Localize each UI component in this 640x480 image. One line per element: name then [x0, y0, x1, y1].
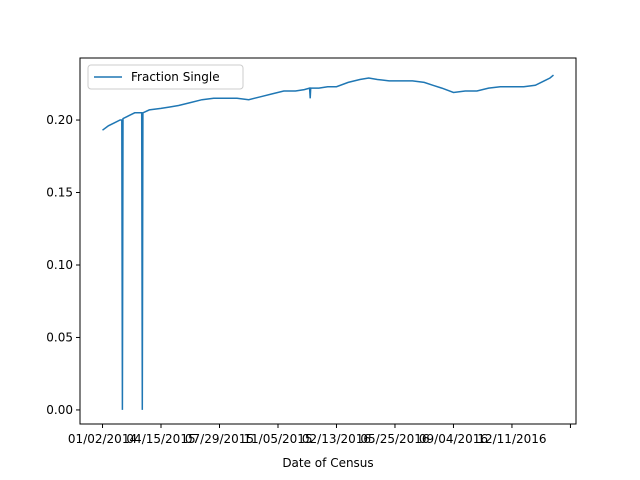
y-tick-label: 0.20 [46, 113, 73, 127]
x-tick-label: 07/29/2015 [185, 432, 254, 446]
y-tick-label: 0.10 [46, 258, 73, 272]
x-tick-label: 05/25/2016 [360, 432, 429, 446]
x-tick-label: 12/11/2016 [477, 432, 546, 446]
x-tick-label: 11/05/2015 [243, 432, 312, 446]
legend-box [87, 64, 244, 90]
y-tick-label: 0.00 [46, 403, 73, 417]
x-tick-label: 09/04/2016 [419, 432, 488, 446]
line-series [102, 74, 554, 410]
x-tick-label: 01/02/2014 [68, 432, 137, 446]
axes-frame [79, 57, 577, 425]
x-tick-label: 02/13/2016 [302, 432, 371, 446]
legend-label: Fraction Single [131, 70, 220, 84]
x-tick-label: 04/15/2015 [126, 432, 195, 446]
y-tick-label: 0.15 [46, 186, 73, 200]
y-tick-label: 0.05 [46, 330, 73, 344]
x-axis-label: Date of Census [282, 456, 373, 470]
